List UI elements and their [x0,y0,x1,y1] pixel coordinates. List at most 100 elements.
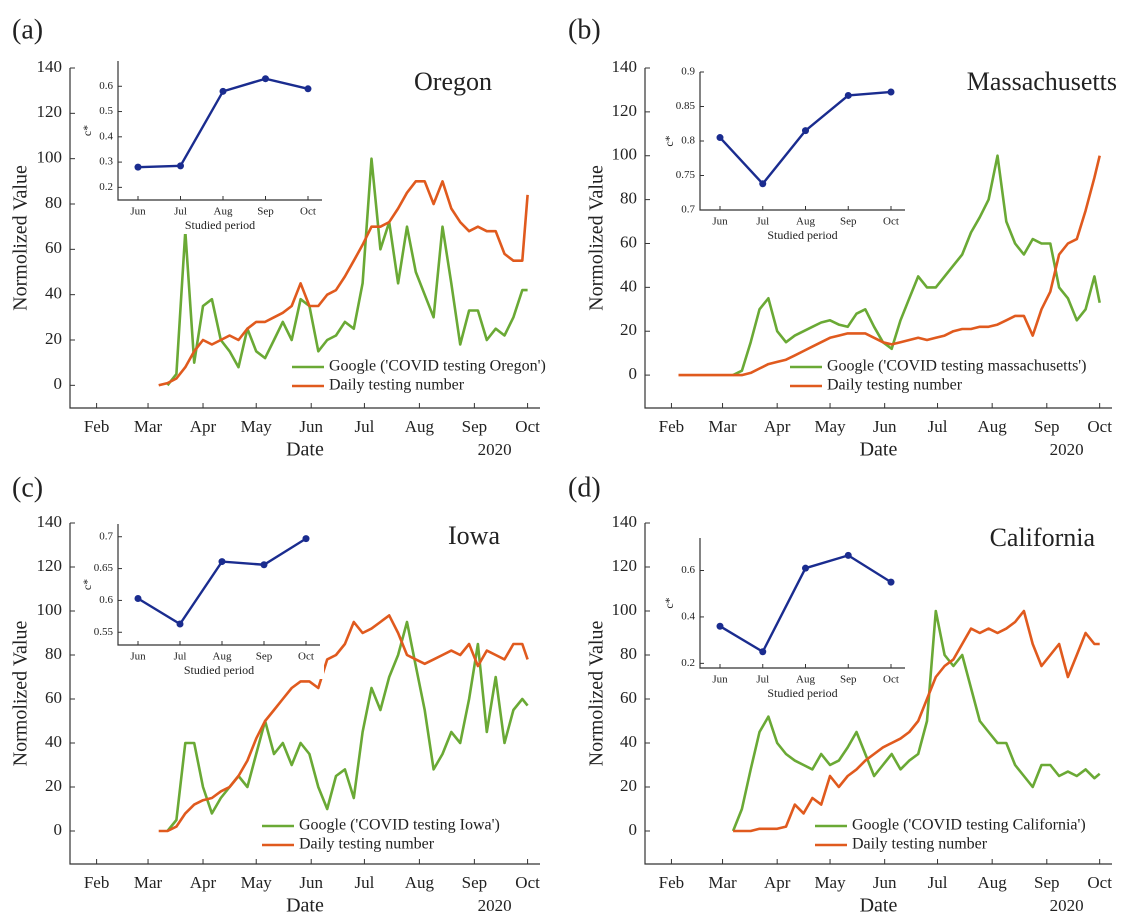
inset-point [304,85,312,93]
inset-point [177,162,184,170]
inset-axis [117,524,320,646]
inset-x-tick-label: Oct [298,651,314,663]
inset-y-tick-label: 0.3 [99,156,113,168]
inset-point [260,561,268,569]
y-tick-label: 0 [629,820,638,839]
y-axis-label: Normolized Value [586,165,608,311]
inset-y-tick-label: 0.75 [676,169,696,181]
inset-x-tick-label: Oct [300,206,316,218]
x-tick-label: Jul [354,417,374,436]
x-tick-label: Aug [978,873,1008,892]
y-tick-label: 140 [37,512,63,531]
inset-x-tick-label: Jul [756,674,769,686]
panel-label: (a) [12,14,43,45]
x-tick-label: May [814,873,846,892]
inset-point [302,535,310,543]
year-label: 2020 [1050,440,1084,459]
inset-y-tick-label: 0.7 [99,530,113,542]
inset-y-axis-label: c* [662,597,676,608]
inset-point [887,88,895,96]
inset-axis [699,538,905,669]
series-line [166,157,528,387]
x-tick-label: Oct [1087,873,1112,892]
panel-label: (c) [12,472,43,503]
x-tick-label: May [814,417,846,436]
panel-label: (b) [568,14,601,45]
x-tick-label: Jun [873,873,897,892]
y-tick-label: 100 [612,600,638,619]
x-tick-label: Aug [978,417,1008,436]
inset-point [802,127,809,135]
inset-background [78,518,324,679]
x-tick-label: Aug [405,873,435,892]
inset-x-tick-label: Jul [174,206,187,218]
inset-point [759,180,767,188]
inset-x-tick-label: Sep [257,206,274,218]
y-tick-label: 80 [45,193,62,212]
y-tick-label: 20 [45,329,62,348]
y-tick-label: 120 [37,102,63,121]
x-tick-label: Sep [462,417,488,436]
x-tick-label: Mar [134,417,163,436]
legend-label: Daily testing number [852,836,988,853]
y-tick-label: 100 [37,148,63,167]
y-tick-label: 80 [620,644,637,663]
x-axis-label: Date [860,439,898,461]
inset-y-axis-label: c* [80,125,94,136]
inset-axis [117,61,322,201]
inset-y-tick-label: 0.4 [681,610,695,622]
y-tick-label: 40 [45,732,62,751]
y-axis-label: Normolized Value [10,165,32,311]
panel-label: (d) [568,472,601,503]
y-tick-label: 0 [54,820,63,839]
x-tick-label: Jul [354,873,374,892]
inset-x-tick-label: Sep [256,651,273,663]
inset-point [218,558,226,566]
y-tick-label: 140 [612,512,638,531]
x-tick-label: May [241,873,273,892]
inset-y-tick-label: 0.85 [676,100,696,112]
y-tick-label: 20 [620,320,637,339]
x-tick-label: Mar [708,873,737,892]
x-tick-label: Apr [764,417,791,436]
x-tick-label: Mar [134,873,163,892]
inset-y-axis-label: c* [80,579,94,590]
x-tick-label: Feb [659,417,685,436]
x-tick-label: Jun [873,417,897,436]
inset-point [176,620,184,628]
inset-x-tick-label: Jun [130,206,146,218]
legend-label: Google ('COVID testing massachusetts') [827,358,1087,375]
legend-label: Google ('COVID testing Iowa') [299,817,500,834]
y-tick-label: 20 [620,776,637,795]
x-tick-label: Jun [299,417,323,436]
chart-title: California [990,523,1096,552]
x-tick-label: Jun [299,873,323,892]
inset-x-axis-label: Studied period [185,218,255,232]
inset-x-tick-label: Sep [840,216,857,228]
y-tick-label: 60 [620,688,637,707]
inset-x-tick-label: Jun [712,674,728,686]
x-tick-label: Jul [928,417,948,436]
x-tick-label: Mar [708,417,737,436]
legend-label: Daily testing number [827,377,963,394]
series-line [678,155,1101,377]
year-label: 2020 [478,440,512,459]
inset-y-tick-label: 0.6 [99,80,113,92]
y-tick-label: 40 [620,732,637,751]
x-tick-label: May [241,417,273,436]
x-tick-label: Sep [1034,417,1060,436]
legend-label: Google ('COVID testing California') [852,817,1086,834]
inset-x-tick-label: Aug [213,651,232,663]
inset-point [134,163,142,171]
inset-point [887,578,895,586]
y-tick-label: 100 [612,145,638,164]
y-axis-label: Normolized Value [10,621,32,767]
inset-x-tick-label: Oct [883,216,899,228]
inset-y-tick-label: 0.6 [681,564,695,576]
inset-y-tick-label: 0.65 [94,562,114,574]
y-tick-label: 0 [629,364,638,383]
inset-x-axis-label: Studied period [767,686,837,700]
inset-y-tick-label: 0.2 [681,657,695,669]
inset-point [716,134,724,142]
y-axis-label: Normolized Value [586,621,608,767]
